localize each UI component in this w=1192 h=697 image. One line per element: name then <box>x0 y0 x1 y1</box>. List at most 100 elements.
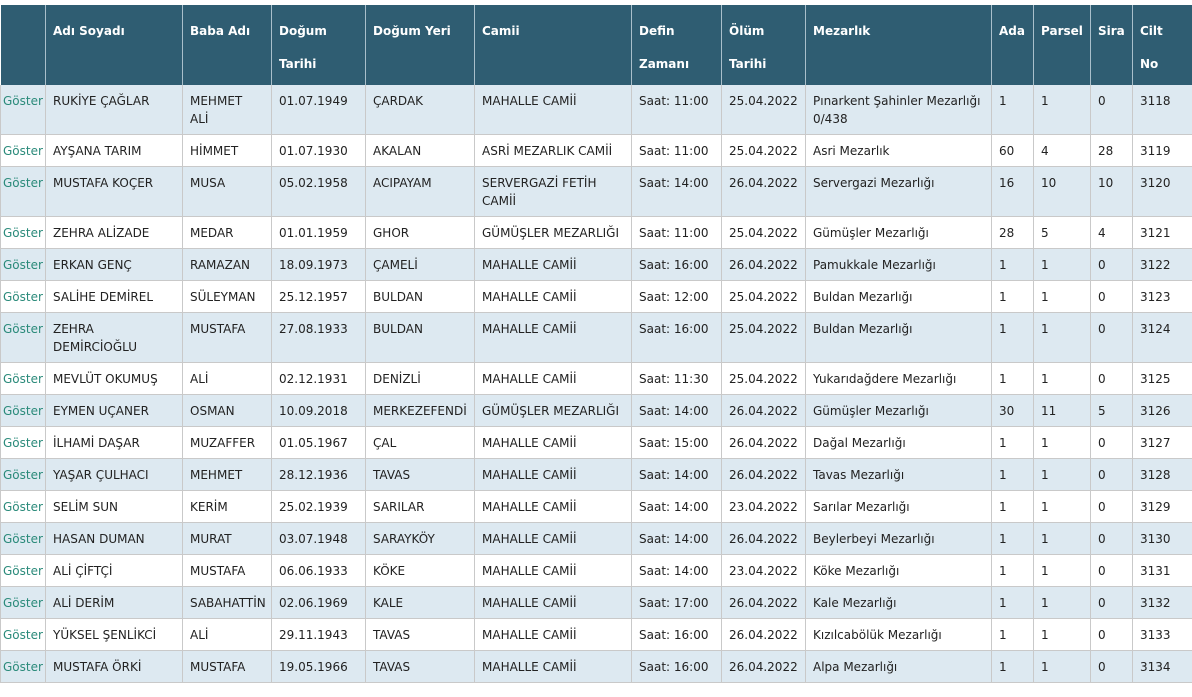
header-text: Ada <box>999 24 1025 38</box>
table-cell: 3124 <box>1132 312 1192 363</box>
table-cell: KERİM <box>182 490 272 523</box>
show-link[interactable]: Göster <box>0 362 46 395</box>
table-cell: 19.05.1966 <box>271 650 366 683</box>
table-cell: 0 <box>1090 312 1133 363</box>
table-cell: 3127 <box>1132 426 1192 459</box>
table-cell: OSMAN <box>182 394 272 427</box>
show-link[interactable]: Göster <box>0 312 46 363</box>
show-link[interactable]: Göster <box>0 394 46 427</box>
table-cell: Beylerbeyi Mezarlığı <box>805 522 992 555</box>
table-cell: Pınarkent Şahinler Mezarlığı 0/438 <box>805 85 992 135</box>
column-header: Doğum Yeri <box>365 5 475 85</box>
table-cell: MAHALLE CAMİİ <box>474 280 632 313</box>
table-cell: 4 <box>1033 134 1091 167</box>
table-cell: 18.09.1973 <box>271 248 366 281</box>
table-cell: 26.04.2022 <box>721 458 806 491</box>
header-text: Ölüm <box>729 24 765 38</box>
table-cell: 0 <box>1090 426 1133 459</box>
table-cell: 26.04.2022 <box>721 166 806 217</box>
table-cell: 1 <box>991 554 1034 587</box>
table-cell: 27.08.1933 <box>271 312 366 363</box>
table-cell: RUKİYE ÇAĞLAR <box>45 85 183 135</box>
show-link[interactable]: Göster <box>0 280 46 313</box>
table-cell: 3121 <box>1132 216 1192 249</box>
table-cell: Saat: 11:00 <box>631 134 722 167</box>
header-text: Zamanı <box>639 57 690 71</box>
table-cell: 28 <box>991 216 1034 249</box>
table-cell: 11 <box>1033 394 1091 427</box>
table-cell: MAHALLE CAMİİ <box>474 312 632 363</box>
table-cell: Saat: 14:00 <box>631 522 722 555</box>
table-cell: 25.04.2022 <box>721 362 806 395</box>
show-link[interactable]: Göster <box>0 166 46 217</box>
table-cell: Saat: 12:00 <box>631 280 722 313</box>
table-cell: BULDAN <box>365 280 475 313</box>
header-text: Defin <box>639 24 675 38</box>
table-cell: 1 <box>1033 426 1091 459</box>
table-cell: 0 <box>1090 490 1133 523</box>
table-cell: AKALAN <box>365 134 475 167</box>
header-text: Mezarlık <box>813 24 871 38</box>
table-row: Göster MEVLÜT OKUMUŞ ALİ 02.12.1931 DENİZLİ M… <box>0 362 1192 395</box>
show-link[interactable]: Göster <box>0 216 46 249</box>
table-cell: 06.06.1933 <box>271 554 366 587</box>
show-link[interactable]: Göster <box>0 650 46 683</box>
table-row: Göster EYMEN UÇANER OSMAN 10.09.2018 MERKEZE… <box>0 394 1192 427</box>
table-cell: GHOR <box>365 216 475 249</box>
table-cell: SARAYKÖY <box>365 522 475 555</box>
table-cell: 1 <box>991 490 1034 523</box>
header-row: Adı Soyadı Baba Adı Doğum Tarihi Doğum Yeri C… <box>0 5 1192 85</box>
table-cell: 28.12.1936 <box>271 458 366 491</box>
table-cell: 1 <box>1033 586 1091 619</box>
table-cell: MUSTAFA <box>182 312 272 363</box>
show-link[interactable]: Göster <box>0 586 46 619</box>
show-link[interactable]: Göster <box>0 134 46 167</box>
show-link[interactable]: Göster <box>0 618 46 651</box>
table-cell: ASRİ MEZARLIK CAMİİ <box>474 134 632 167</box>
table-cell: SÜLEYMAN <box>182 280 272 313</box>
table-cell: Saat: 16:00 <box>631 650 722 683</box>
show-link[interactable]: Göster <box>0 426 46 459</box>
show-link[interactable]: Göster <box>0 554 46 587</box>
table-cell: 1 <box>991 248 1034 281</box>
table-cell: 0 <box>1090 522 1133 555</box>
header-text: Parsel <box>1041 24 1083 38</box>
table-cell: Buldan Mezarlığı <box>805 280 992 313</box>
table-cell: 25.02.1939 <box>271 490 366 523</box>
show-link[interactable]: Göster <box>0 458 46 491</box>
table-row: Göster İLHAMİ DAŞAR MUZAFFER 01.05.1967 ÇAL M… <box>0 426 1192 459</box>
table-cell: MEDAR <box>182 216 272 249</box>
table-cell: ALİ DERİM <box>45 586 183 619</box>
show-link[interactable]: Göster <box>0 522 46 555</box>
table-cell: GÜMÜŞLER MEZARLIĞI <box>474 216 632 249</box>
table-cell: 3126 <box>1132 394 1192 427</box>
table-cell: 1 <box>991 312 1034 363</box>
header-text: Tarihi <box>279 57 317 71</box>
show-link[interactable]: Göster <box>0 490 46 523</box>
table-cell: 1 <box>1033 554 1091 587</box>
table-cell: Saat: 11:00 <box>631 216 722 249</box>
header-text: Cilt <box>1140 24 1163 38</box>
table-cell: Saat: 11:30 <box>631 362 722 395</box>
show-link[interactable]: Göster <box>0 248 46 281</box>
header-text: Sira <box>1098 24 1125 38</box>
table-cell: Alpa Mezarlığı <box>805 650 992 683</box>
table-cell: TAVAS <box>365 618 475 651</box>
table-cell: 25.12.1957 <box>271 280 366 313</box>
table-cell: Saat: 14:00 <box>631 166 722 217</box>
table-cell: MAHALLE CAMİİ <box>474 426 632 459</box>
table-cell: MUZAFFER <box>182 426 272 459</box>
table-cell: Saat: 14:00 <box>631 490 722 523</box>
table-cell: SABAHATTİN <box>182 586 272 619</box>
column-header: Camii <box>474 5 632 85</box>
table-cell: MAHALLE CAMİİ <box>474 248 632 281</box>
table-cell: 3132 <box>1132 586 1192 619</box>
table-cell: Kızılcabölük Mezarlığı <box>805 618 992 651</box>
table-cell: 1 <box>1033 248 1091 281</box>
table-cell: 02.06.1969 <box>271 586 366 619</box>
table-cell: Gümüşler Mezarlığı <box>805 216 992 249</box>
table-cell: 10 <box>1033 166 1091 217</box>
show-link[interactable]: Göster <box>0 85 46 135</box>
table-row: Göster SALİHE DEMİREL SÜLEYMAN 25.12.1957 BU… <box>0 280 1192 313</box>
table-row: Göster YÜKSEL ŞENLİKCİ ALİ 29.11.1943 TAVAS M… <box>0 618 1192 651</box>
